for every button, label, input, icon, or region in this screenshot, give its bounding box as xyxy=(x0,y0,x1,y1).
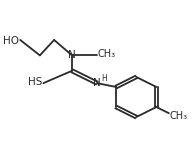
Text: HS: HS xyxy=(28,77,43,87)
Text: N: N xyxy=(68,50,76,60)
Text: CH₃: CH₃ xyxy=(98,49,116,59)
Text: N: N xyxy=(93,78,101,88)
Text: CH₃: CH₃ xyxy=(170,111,188,121)
Text: HO: HO xyxy=(3,36,19,46)
Text: H: H xyxy=(101,74,107,83)
